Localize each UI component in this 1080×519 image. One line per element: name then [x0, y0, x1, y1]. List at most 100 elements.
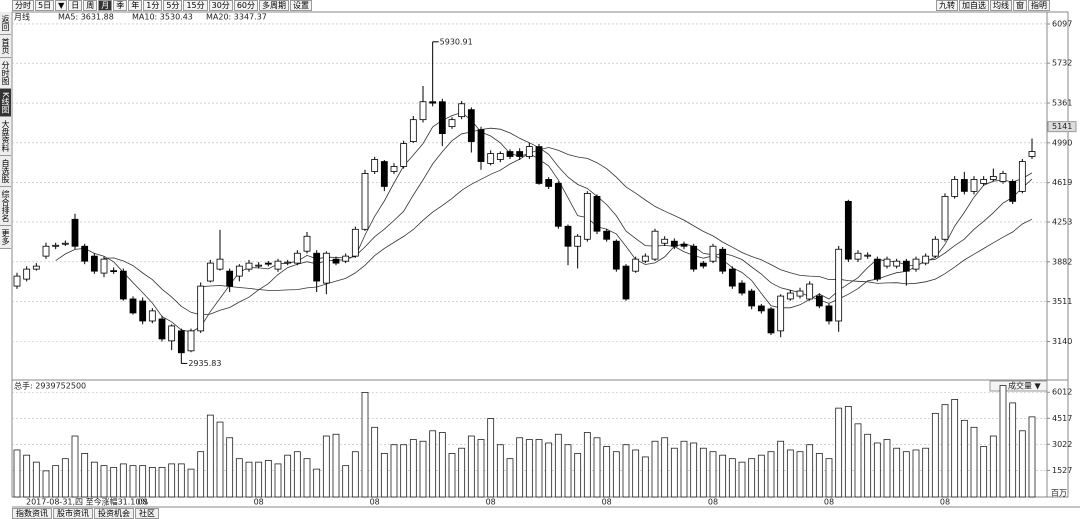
side-tab[interactable]: 分时图: [0, 58, 11, 89]
volume-bar: [535, 439, 543, 498]
candle-body: [148, 310, 156, 322]
volume-bar: [632, 449, 640, 498]
volume-bar: [525, 439, 533, 498]
button[interactable]: 指明: [1028, 0, 1050, 11]
tab[interactable]: 1分: [143, 0, 163, 11]
volume-bar: [23, 454, 31, 498]
candle-body: [796, 290, 804, 297]
tab[interactable]: 指数资讯: [12, 508, 52, 519]
tab[interactable]: ▼: [55, 0, 68, 11]
volume-bar: [187, 468, 195, 498]
candle-body: [235, 265, 243, 277]
volume-bar: [351, 451, 359, 498]
volume-bar: [564, 444, 572, 498]
tab[interactable]: 设置: [290, 0, 312, 11]
tab[interactable]: 多周期: [259, 0, 289, 11]
volume-bar: [738, 461, 746, 498]
volume-bar: [245, 461, 253, 498]
candle-body: [806, 283, 814, 300]
tab[interactable]: 社区: [135, 508, 159, 519]
tab[interactable]: 5日: [35, 0, 55, 11]
candle-body: [719, 248, 727, 272]
volume-bar: [235, 458, 243, 498]
volume-bar: [622, 444, 630, 498]
volume-bar: [487, 418, 495, 498]
button[interactable]: 均线: [990, 0, 1012, 11]
tab[interactable]: 30分: [208, 0, 233, 11]
volume-bar: [206, 414, 214, 498]
volume-bar: [380, 453, 388, 498]
y-tick-label: 4990: [1052, 138, 1072, 147]
volume-bar: [284, 454, 292, 498]
candle-body: [893, 260, 901, 267]
candle-body: [274, 260, 282, 270]
tab[interactable]: 日: [68, 0, 83, 11]
candle-body: [90, 255, 98, 272]
side-tab[interactable]: K线图: [0, 89, 11, 118]
button[interactable]: 加自选: [959, 0, 989, 11]
side-tab[interactable]: 首页: [0, 35, 11, 58]
tab[interactable]: 年: [128, 0, 143, 11]
candle-body: [999, 173, 1007, 182]
candle-body: [438, 101, 446, 135]
tab[interactable]: 15分: [183, 0, 208, 11]
volume-bar: [612, 451, 620, 498]
ma-label: MA10: 3530.43: [132, 13, 193, 22]
y-tick-label: 3140: [1052, 337, 1072, 346]
candle-body: [506, 151, 514, 157]
candle-body: [835, 248, 843, 322]
candle-body: [206, 262, 214, 282]
tab[interactable]: 投资机会: [94, 508, 134, 519]
volume-bar: [110, 466, 118, 498]
candle-body: [699, 262, 707, 267]
button[interactable]: 九转: [936, 0, 958, 11]
candle-body: [400, 143, 408, 167]
tab[interactable]: 月: [98, 0, 113, 11]
volume-bar: [400, 444, 408, 498]
tab[interactable]: 分时: [12, 0, 34, 11]
side-tab[interactable]: 更多: [0, 226, 11, 250]
candle-body: [554, 183, 562, 227]
tab[interactable]: 季: [113, 0, 128, 11]
candle-body: [496, 153, 504, 160]
volume-bar: [690, 442, 698, 498]
candle-body: [922, 255, 930, 264]
candle-body: [23, 268, 31, 280]
candle-body: [13, 275, 21, 287]
side-tab[interactable]: 返回: [0, 12, 11, 35]
tab[interactable]: 5分: [163, 0, 183, 11]
side-tab[interactable]: 自选股: [0, 156, 11, 188]
tab[interactable]: 60分: [233, 0, 258, 11]
side-tab[interactable]: 大盘资料: [0, 117, 11, 157]
volume-title: 总手: 2939752500: [14, 381, 86, 391]
side-tabs: 返回 首页 分时图 K线图 大盘资料 自选股 综合排名 更多: [0, 12, 11, 250]
side-tab[interactable]: 综合排名: [0, 187, 11, 227]
ma-line: [200, 147, 1033, 291]
annotation: 5930.91: [440, 37, 473, 46]
tab[interactable]: 股市资讯: [53, 508, 93, 519]
y-tick-label: 3511: [1052, 297, 1072, 306]
tab[interactable]: 周: [83, 0, 98, 11]
volume-bar: [467, 435, 475, 498]
volume-bar: [893, 447, 901, 498]
volume-bar: [873, 442, 881, 498]
volume-bar: [496, 444, 504, 498]
candle-body: [960, 179, 968, 192]
volume-bar: [796, 451, 804, 498]
volume-bar: [931, 412, 939, 498]
candle-body: [419, 101, 427, 121]
toolbar-right: 九转 加自选 均线窗指明: [935, 0, 1050, 11]
volume-bar: [313, 468, 321, 498]
volume-bar: [516, 437, 524, 498]
candle-body: [873, 258, 881, 280]
volume-bar: [864, 433, 872, 498]
candle-body: [651, 230, 659, 260]
candle-body: [264, 262, 272, 265]
y-tick-label: 4253: [1052, 217, 1072, 226]
volume-bar: [854, 423, 862, 498]
volume-bar: [71, 435, 79, 498]
button[interactable]: 窗: [1013, 0, 1027, 11]
volume-bar: [709, 451, 717, 498]
candle-body: [680, 243, 688, 247]
